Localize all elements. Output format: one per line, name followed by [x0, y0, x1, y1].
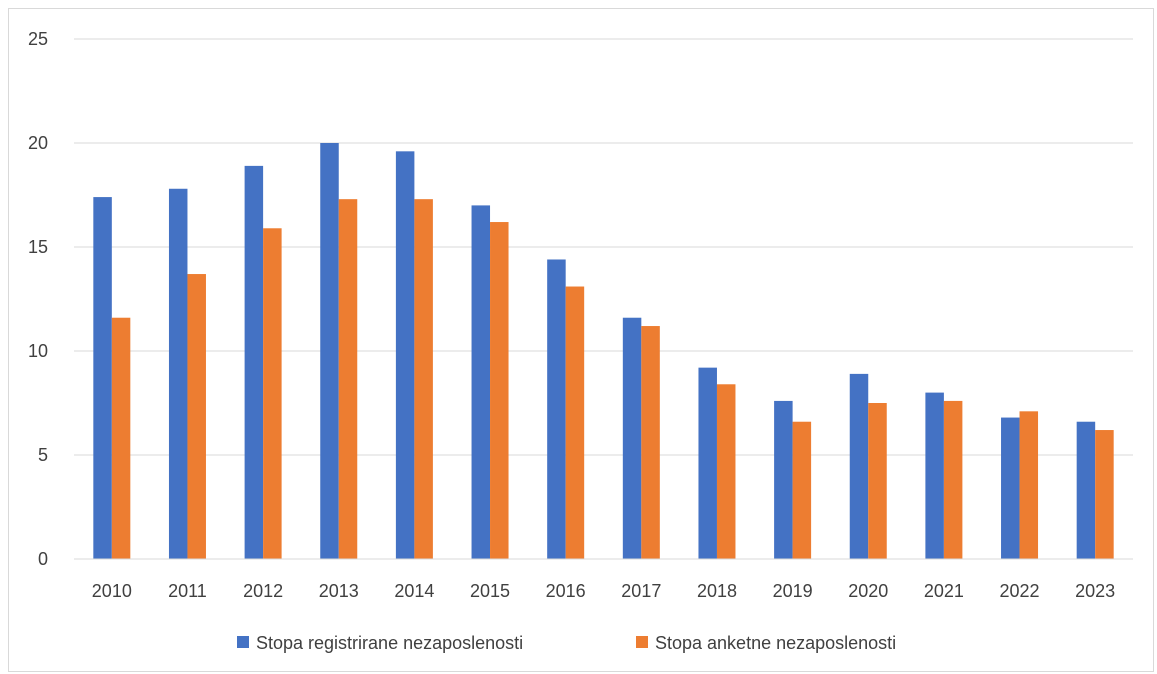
y-tick-label: 15 [28, 237, 48, 257]
x-tick-label: 2015 [470, 581, 510, 601]
bar-registrirane-2012 [244, 165, 264, 559]
legend-label: Stopa anketne nezaposlenosti [655, 633, 896, 653]
bars [93, 143, 1114, 560]
x-tick-label: 2012 [243, 581, 283, 601]
y-tick-label: 20 [28, 133, 48, 153]
bar-anketne-2011 [187, 274, 206, 559]
bar-registrirane-2011 [168, 188, 188, 559]
x-tick-label: 2019 [773, 581, 813, 601]
x-tick-label: 2016 [546, 581, 586, 601]
x-tick-label: 2018 [697, 581, 737, 601]
bar-registrirane-2021 [925, 392, 944, 559]
bar-registrirane-2017 [622, 317, 642, 559]
bar-registrirane-2018 [698, 367, 717, 559]
x-tick-label: 2017 [621, 581, 661, 601]
y-tick-label: 10 [28, 341, 48, 361]
x-tick-label: 2021 [924, 581, 964, 601]
y-tick-label: 0 [38, 549, 48, 569]
legend: Stopa registrirane nezaposlenosti Stopa a… [237, 633, 896, 653]
bar-anketne-2022 [1019, 411, 1039, 559]
legend-swatch [237, 636, 249, 648]
bar-anketne-2013 [338, 199, 358, 559]
bar-registrirane-2016 [547, 259, 566, 559]
x-tick-label: 2011 [168, 581, 207, 601]
bar-registrirane-2022 [1001, 417, 1020, 559]
x-tick-label: 2023 [1075, 581, 1115, 601]
gridlines [74, 38, 1133, 456]
legend-label: Stopa registrirane nezaposlenosti [256, 633, 523, 653]
x-tick-label: 2020 [848, 581, 888, 601]
bar-registrirane-2014 [395, 151, 415, 559]
bar-anketne-2015 [490, 222, 509, 560]
bar-registrirane-2013 [320, 143, 339, 559]
x-axis: 2010 2011 2012 2013 2014 2015 2016 2017 2018 2019… [92, 581, 1115, 601]
bar-anketne-2018 [716, 384, 736, 559]
x-tick-label: 2014 [394, 581, 434, 601]
x-tick-label: 2022 [1000, 581, 1040, 601]
x-tick-label: 2013 [319, 581, 359, 601]
bar-anketne-2021 [943, 400, 963, 559]
x-tick-label: 2010 [92, 581, 132, 601]
bar-anketne-2012 [263, 228, 282, 559]
y-tick-label: 5 [38, 445, 48, 465]
bar-registrirane-2020 [849, 373, 869, 559]
y-tick-label: 25 [28, 29, 48, 49]
bar-anketne-2017 [641, 326, 660, 559]
bar-registrirane-2023 [1076, 421, 1096, 559]
bar-anketne-2020 [868, 403, 887, 559]
bar-anketne-2019 [792, 421, 812, 559]
bar-anketne-2010 [111, 317, 131, 559]
bar-registrirane-2015 [471, 205, 491, 559]
bar-anketne-2016 [565, 286, 585, 559]
bar-registrirane-2019 [774, 400, 793, 559]
bar-anketne-2023 [1095, 430, 1114, 559]
legend-swatch [636, 636, 648, 648]
bar-anketne-2014 [414, 199, 433, 559]
y-axis: 0 5 10 15 20 25 [28, 29, 48, 569]
bar-registrirane-2010 [93, 197, 112, 559]
